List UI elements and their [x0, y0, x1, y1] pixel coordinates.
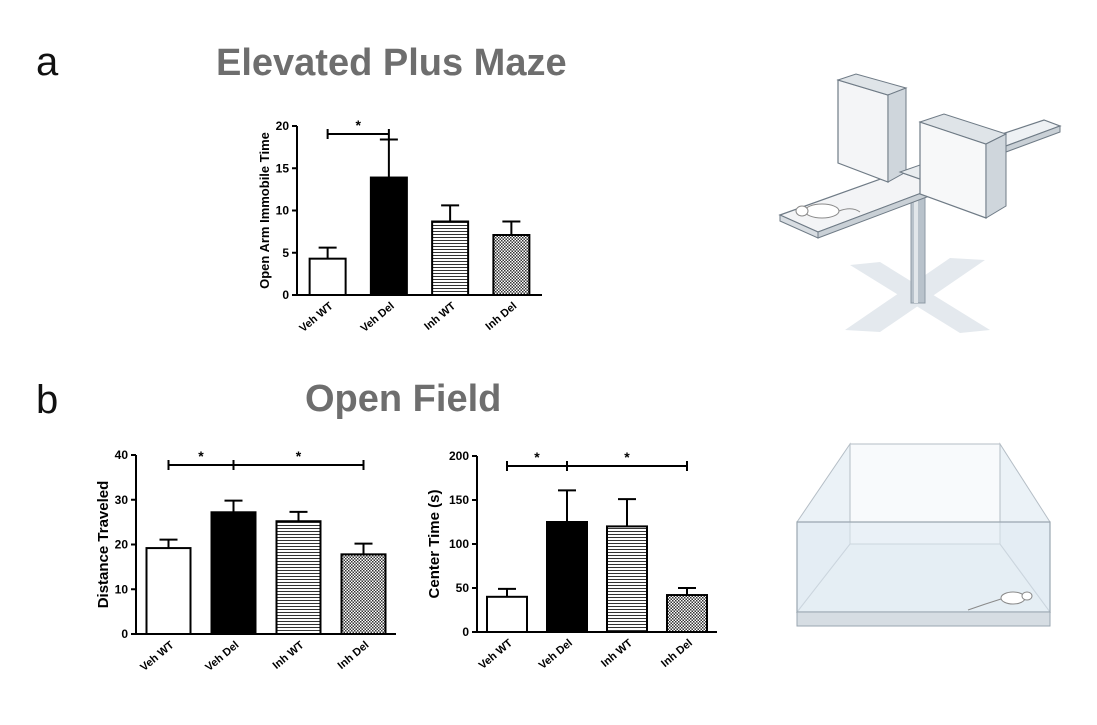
y-axis-label: Center Time (s)	[426, 490, 443, 599]
panel-letter-b: b	[36, 378, 59, 422]
y-tick-label: 15	[276, 161, 290, 175]
bar-veh-wt	[486, 595, 528, 633]
y-tick-label: 0	[282, 288, 289, 302]
y-tick-label: 200	[449, 449, 469, 463]
y-tick-label: 20	[115, 538, 129, 552]
significance-star: *	[534, 449, 540, 465]
bar-veh-del	[210, 511, 257, 636]
y-tick-label: 30	[115, 493, 129, 507]
bar-inh-wt	[275, 520, 322, 635]
y-tick-label: 10	[115, 582, 129, 596]
bar-veh-wt	[145, 547, 192, 636]
bar-veh-del	[369, 176, 408, 296]
y-axis-label: Distance Traveled	[95, 481, 112, 609]
y-tick-label: 0	[121, 627, 128, 641]
mouse-icon	[967, 591, 1033, 611]
bar-inh-wt	[606, 525, 648, 634]
bar-inh-del	[492, 234, 531, 297]
y-tick-label: 10	[276, 204, 290, 218]
y-tick-label: 150	[449, 493, 469, 507]
bar-inh-wt	[431, 220, 470, 296]
significance-star: *	[296, 448, 302, 464]
y-tick-label: 0	[462, 625, 469, 639]
significance-star: *	[356, 117, 362, 133]
panel-title-open-field: Open Field	[305, 378, 502, 420]
mouse-icon	[795, 203, 861, 219]
y-tick-label: 50	[456, 581, 470, 595]
bar-veh-del	[546, 521, 588, 633]
y-tick-label: 5	[282, 246, 289, 260]
bar-inh-del	[340, 553, 387, 635]
y-tick-label: 20	[276, 119, 290, 133]
bar-veh-wt	[308, 257, 347, 297]
y-tick-label: 100	[449, 537, 469, 551]
bar-inh-del	[666, 594, 708, 633]
significance-star: *	[198, 448, 204, 464]
panel-letter-a: a	[36, 40, 59, 84]
y-tick-label: 40	[115, 448, 129, 462]
significance-star: *	[624, 449, 630, 465]
panel-title-elevated-plus-maze: Elevated Plus Maze	[216, 42, 567, 84]
y-axis-label: Open Arm Immobile Time	[257, 132, 272, 289]
